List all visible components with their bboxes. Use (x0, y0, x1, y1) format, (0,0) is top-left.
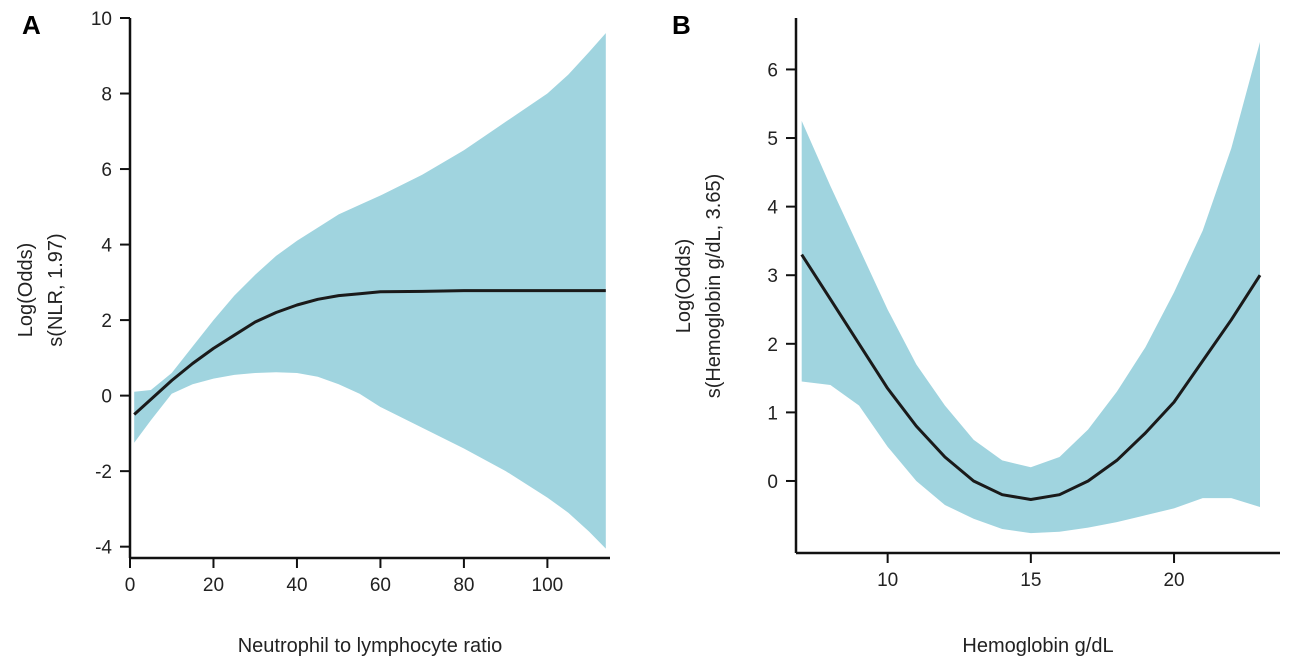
y-axis-title-line-2: s(Hemoglobin g/dL, 3.65) (703, 174, 725, 399)
y-tick-label: 0 (101, 387, 112, 408)
y-tick-label: 8 (101, 85, 112, 106)
y-axis-title-line-1: Log(Odds) (673, 239, 695, 334)
y-tick-label: 6 (101, 160, 112, 181)
x-tick-label: 20 (203, 575, 224, 596)
x-axis-title: Hemoglobin g/dL (962, 635, 1113, 657)
y-axis-title-line-1: Log(Odds) (15, 243, 37, 338)
y-tick-label: 1 (767, 403, 778, 424)
x-tick-label: 40 (286, 575, 307, 596)
y-axis-title-line-2: s(NLR, 1.97) (45, 233, 67, 346)
y-tick-label: -2 (95, 462, 112, 483)
x-axis-title: Neutrophil to lymphocyte ratio (238, 635, 503, 657)
y-tick-label: 4 (767, 198, 778, 219)
y-tick-label: 0 (767, 472, 778, 493)
x-tick-label: 20 (1163, 570, 1184, 591)
y-tick-label: 6 (767, 60, 778, 81)
y-tick-label: 4 (101, 236, 112, 257)
y-tick-label: 2 (101, 311, 112, 332)
y-tick-label: 3 (767, 266, 778, 287)
confidence-band (801, 42, 1260, 534)
x-tick-label: 60 (370, 575, 391, 596)
panel-letter: B (672, 10, 691, 40)
x-tick-label: 100 (532, 575, 564, 596)
x-tick-label: 80 (453, 575, 474, 596)
y-tick-label: 10 (91, 9, 112, 30)
y-tick-label: 2 (767, 335, 778, 356)
y-tick-label: 5 (767, 129, 778, 150)
panel-letter: A (22, 10, 41, 40)
confidence-band (134, 33, 606, 549)
x-tick-label: 10 (877, 570, 898, 591)
fit-line (800, 253, 1262, 501)
x-tick-label: 15 (1020, 570, 1041, 591)
fit-line (133, 289, 606, 416)
x-tick-label: 0 (125, 575, 136, 596)
panel-b: 0 1 2 3 4 5 6 10 15 20 Hemoglobin g/dL Log(Odds) s(H… (672, 10, 1280, 657)
y-tick-label: -4 (95, 538, 112, 559)
